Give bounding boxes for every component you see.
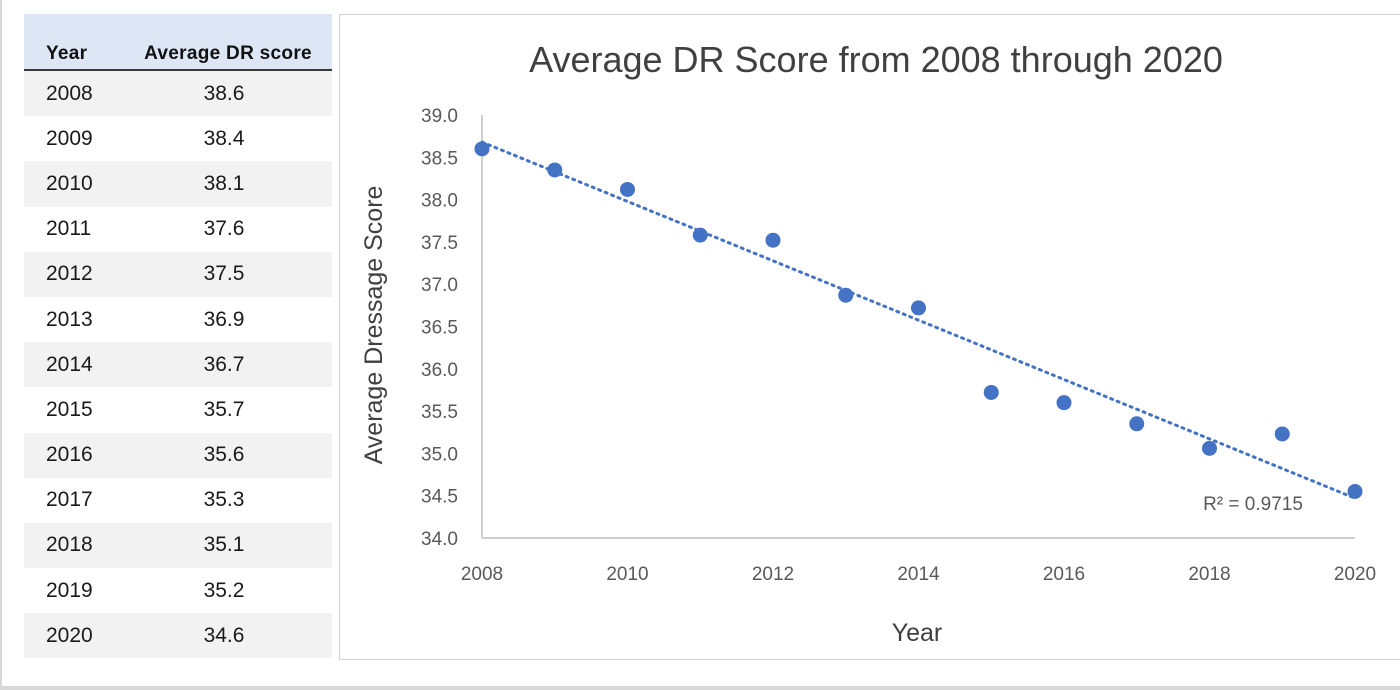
score-cell: 38.4 [124, 116, 332, 162]
score-cell: 35.7 [124, 387, 332, 433]
score-cell: 34.6 [124, 613, 332, 659]
chart-tick-labels: 34.0 34.5 35.0 35.5 36.0 36.5 37.0 37.5 38.0 38.5… [421, 106, 1376, 585]
table-row: 2012 37.5 [24, 251, 332, 297]
table-header-row: Year Average DR score [24, 14, 332, 71]
data-point [983, 384, 999, 400]
bottom-border [0, 686, 1400, 690]
year-cell: 2018 [24, 522, 124, 569]
score-cell: 35.2 [124, 568, 332, 614]
year-column-header: Year [24, 14, 124, 71]
year-cell: 2008 [24, 70, 124, 117]
score-cell: 35.1 [124, 522, 332, 569]
x-tick-label: 2010 [606, 564, 648, 585]
year-cell: 2009 [24, 116, 124, 162]
data-point [838, 287, 854, 303]
table-row: 2018 35.1 [24, 522, 332, 569]
year-cell: 2013 [24, 296, 124, 343]
x-tick-label: 2016 [1043, 564, 1085, 585]
chart-title: Average DR Score from 2008 through 2020 [529, 39, 1223, 80]
score-column-header: Average DR score [124, 14, 332, 71]
year-cell: 2010 [24, 161, 124, 207]
data-point [547, 162, 563, 178]
table-row: 2008 38.6 [24, 70, 332, 117]
chart-points [474, 141, 1363, 499]
year-cell: 2019 [24, 568, 124, 614]
data-point [911, 300, 926, 316]
x-axis-label: Year [892, 619, 943, 647]
score-cell: 38.1 [124, 161, 332, 207]
x-tick-label: 2008 [461, 564, 503, 585]
score-cell: 36.7 [124, 342, 332, 388]
data-point [1202, 440, 1217, 456]
table-row: 2016 35.6 [24, 432, 332, 478]
x-tick-label: 2020 [1334, 564, 1376, 585]
y-tick-label: 34.5 [421, 487, 458, 508]
y-tick-label: 34.0 [421, 529, 458, 550]
table-row: 2015 35.7 [24, 387, 332, 433]
score-cell: 36.9 [124, 296, 332, 343]
y-tick-label: 39.0 [421, 106, 458, 127]
dr-score-table: Year Average DR score 2008 38.6 2009 38.4 20… [24, 14, 332, 659]
chart-trendline-group [480, 140, 1357, 500]
data-point [1347, 483, 1363, 499]
score-cell: 37.6 [124, 206, 332, 252]
y-tick-label: 36.5 [421, 318, 458, 339]
table-row: 2019 35.2 [24, 568, 332, 614]
data-point [474, 141, 490, 157]
score-cell: 35.6 [124, 432, 332, 478]
table-row: 2011 37.6 [24, 206, 332, 252]
table-row: 2013 36.9 [24, 296, 332, 343]
year-cell: 2012 [24, 251, 124, 297]
chart-panel [339, 14, 1400, 660]
x-tick-label: 2014 [897, 564, 940, 585]
y-tick-label: 38.0 [421, 191, 458, 212]
score-cell: 37.5 [124, 251, 332, 297]
year-cell: 2016 [24, 432, 124, 478]
y-axis-label: Average Dressage Score [360, 186, 388, 465]
y-tick-label: 36.0 [421, 360, 458, 381]
y-tick-label: 38.5 [421, 148, 458, 169]
score-cell: 38.6 [124, 70, 332, 117]
score-cell: 35.3 [124, 477, 332, 523]
table-row: 2014 36.7 [24, 342, 332, 388]
r-squared-label: R² = 0.9715 [1203, 494, 1303, 515]
y-tick-label: 37.0 [421, 275, 458, 296]
y-tick-label: 35.5 [421, 402, 458, 423]
y-tick-label: 37.5 [421, 233, 458, 254]
data-point [1056, 395, 1072, 411]
x-tick-label: 2012 [752, 564, 794, 585]
table-body: 2008 38.6 2009 38.4 2010 38.1 2011 37.6 2012 37.5… [24, 70, 332, 659]
table-row: 2009 38.4 [24, 116, 332, 162]
chart-axes [481, 115, 1355, 539]
data-point [765, 232, 781, 248]
data-point [1274, 426, 1290, 442]
year-cell: 2015 [24, 387, 124, 433]
data-point [692, 227, 708, 243]
table-row: 2010 38.1 [24, 161, 332, 207]
year-cell: 2017 [24, 477, 124, 523]
data-point [1129, 416, 1145, 432]
table-row: 2020 34.6 [24, 613, 332, 659]
year-cell: 2020 [24, 613, 124, 659]
scatter-chart: Average DR Score from 2008 through 2020 … [360, 39, 1376, 647]
table-row: 2017 35.3 [24, 477, 332, 523]
data-point [620, 181, 635, 197]
x-tick-label: 2018 [1188, 564, 1230, 585]
left-border [0, 0, 2, 690]
year-cell: 2011 [24, 206, 124, 252]
y-tick-label: 35.0 [421, 444, 458, 465]
trendline [480, 140, 1357, 500]
year-cell: 2014 [24, 342, 124, 388]
